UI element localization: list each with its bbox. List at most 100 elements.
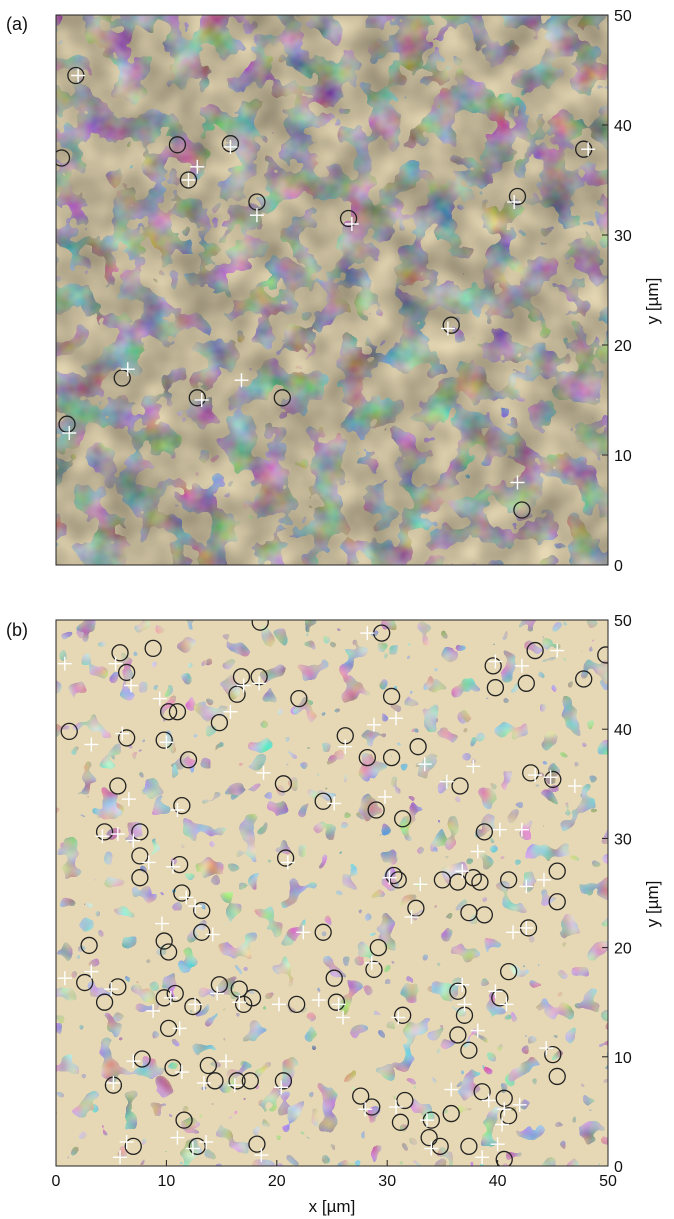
panel-b-circle-marker [159, 943, 178, 961]
panel-b-cross-marker [236, 678, 251, 693]
panel-b-circle-marker [495, 1150, 513, 1166]
panel-b-cross-marker [141, 855, 156, 870]
panel-a-circle-marker [179, 171, 198, 189]
panel-b-circle-marker [314, 923, 332, 941]
panel-b-cross-marker [108, 656, 123, 671]
panel-a-label: (a) [6, 14, 28, 34]
panel-a-circle-marker [508, 187, 527, 206]
panel-b-circle-marker [60, 722, 78, 741]
panel-b-cross-marker [495, 1117, 510, 1132]
panel-a-circle-marker [113, 369, 131, 387]
panel-b-circle-marker [522, 764, 540, 782]
panel-b-cross-marker [490, 1137, 505, 1152]
panel-a-cross-marker [120, 362, 135, 377]
panel-a-y-tick-label: 0 [614, 558, 623, 575]
panel-b-y-tick-label: 30 [614, 831, 632, 848]
panel-a-texture [56, 15, 608, 565]
panel-a-frame [55, 14, 609, 566]
panel-b-y-tick-label: 10 [614, 1050, 632, 1067]
panel-b-x-tick-label: 20 [268, 1173, 286, 1190]
panel-b-cross-marker [126, 833, 141, 848]
panel-b-circle-marker [235, 995, 253, 1014]
panel-b-cross-marker [497, 1102, 512, 1117]
panel-b-cross-marker [174, 1065, 189, 1080]
panel-b-circle-marker [327, 993, 346, 1011]
panel-b-circle-marker [199, 1056, 218, 1075]
panel-b-cross-marker [159, 735, 174, 750]
panel-b-frame [55, 619, 609, 1167]
panel-b-circle-marker [365, 960, 383, 979]
panel-b-circle-marker [382, 687, 401, 706]
panel-b-cross-marker [121, 792, 136, 807]
panel-b-cross-marker [232, 995, 247, 1010]
panel-b-circle-marker [367, 801, 385, 819]
panel-b-circle-marker [517, 674, 535, 692]
panel-a-cross-marker [62, 426, 77, 440]
panel-b-circle-marker [597, 646, 608, 664]
panel-b-circle-marker [159, 703, 178, 721]
panel-b-cross-marker [444, 1082, 459, 1097]
panel-b-cross-marker [84, 964, 99, 979]
panel-b-cross-marker [470, 844, 485, 859]
panel-b-cross-marker [539, 1041, 554, 1056]
panel-b-cross-marker [519, 920, 534, 935]
panel-b-cross-marker [280, 855, 295, 870]
panel-b-cross-marker [170, 803, 185, 818]
panel-b-cross-marker [404, 910, 419, 925]
panel-b-circle-marker [499, 962, 518, 981]
panel-b-circle-marker [155, 731, 173, 749]
panel-b-cross-marker [95, 829, 110, 844]
panel-a-circle-marker [168, 136, 187, 154]
panel-b-cross-marker [499, 997, 514, 1012]
panel-b-circle-marker [274, 775, 293, 793]
panel-b-x-axis-title: x [µm] [309, 1197, 356, 1216]
panel-b-circle-marker [124, 1137, 142, 1155]
panel-b-cross-marker [327, 796, 342, 811]
panel-b-circle-marker [248, 1135, 266, 1153]
panel-b-circle-marker [548, 862, 566, 880]
panel-b-x-tick-label: 50 [599, 1173, 617, 1190]
panel-b-cross-marker [170, 1130, 185, 1145]
panel-b-cross-marker [331, 997, 346, 1012]
panel-a-circle-marker [273, 389, 291, 407]
panel-b-cross-marker [106, 1076, 121, 1091]
panel-b-circle-marker [131, 823, 149, 841]
panel-b-cross-marker [119, 1134, 134, 1149]
panel-b-circle-marker [451, 777, 469, 795]
panel-b-cross-marker [389, 711, 404, 726]
panel-a-y-tick-label: 20 [614, 338, 632, 355]
panel-b-circle-marker [575, 670, 593, 688]
panel-b-circle-marker [76, 973, 94, 992]
panel-a-y-tick-label: 50 [614, 8, 632, 25]
panel-b-circle-marker [499, 871, 518, 889]
panel-b-cross-marker [506, 925, 521, 940]
panel-b-circle-marker [210, 713, 229, 732]
panel-b-cross-marker [455, 977, 470, 992]
panel-b-circle-marker [179, 751, 198, 769]
panel-b-cross-marker [466, 759, 481, 774]
panel-b-circle-marker [175, 1111, 193, 1129]
panel-b-circle-marker [449, 982, 467, 1000]
panel-b-circle-marker [131, 869, 149, 887]
panel-b-cross-marker [152, 691, 167, 706]
panel-b-circle-marker [243, 989, 262, 1007]
panel-b-circle-marker [499, 1107, 518, 1125]
panel-b-circle-marker [173, 796, 191, 815]
panel-b-dark-regions [56, 620, 608, 1166]
panel-a-cross-marker [581, 142, 596, 157]
panel-b-circle-marker [484, 657, 502, 675]
panel-b-circle-marker [475, 823, 494, 841]
panel-b-cross-marker [377, 789, 392, 804]
panel-b-cross-marker [296, 925, 311, 940]
panel-b-circle-marker [420, 1128, 438, 1147]
panel-a-circle-marker [442, 316, 460, 334]
panel-b-cross-marker [274, 1080, 289, 1095]
panel-b-circle-marker [144, 639, 162, 658]
panel-b-y-tick-label: 0 [614, 1159, 623, 1176]
panel-b-cross-marker [126, 1054, 141, 1069]
panel-a-circle-marker [513, 501, 531, 519]
panel-b-cross-marker [311, 993, 326, 1008]
panel-b-circle-marker [210, 976, 229, 994]
panel-b-cross-marker [475, 1150, 490, 1165]
